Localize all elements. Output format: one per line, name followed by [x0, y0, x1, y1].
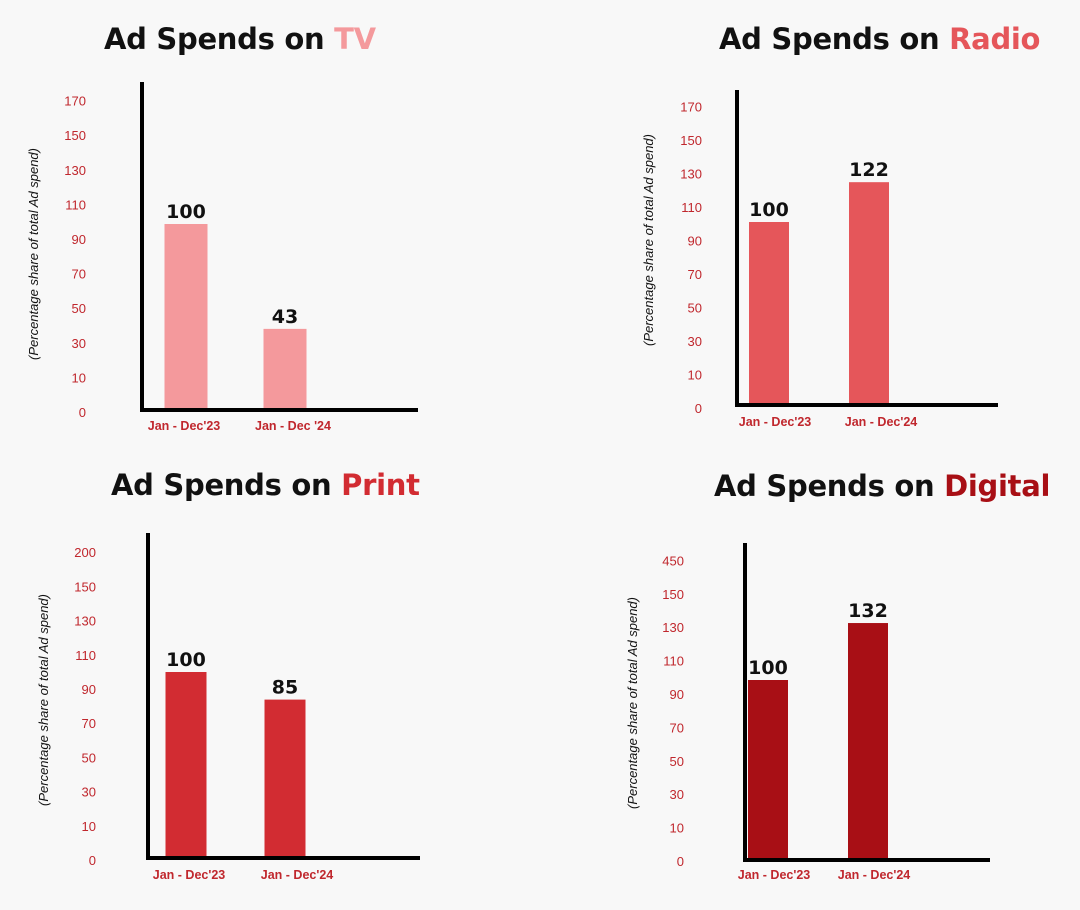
y-tick-label: 50 [688, 301, 702, 316]
chart-panel-print: Ad Spends on Print (Percentage share of … [0, 455, 540, 910]
y-tick-label: 90 [688, 234, 702, 249]
chart-panel-radio: Ad Spends on Radio (Percentage share of … [540, 0, 1080, 455]
y-tick-label: 70 [82, 716, 96, 731]
bar [749, 222, 789, 403]
y-tick-label: 30 [72, 336, 86, 351]
chart-title-prefix: Ad Spends on [104, 22, 325, 56]
x-tick-label: Jan - Dec'24 [261, 868, 334, 882]
y-tick-label: 150 [64, 128, 86, 143]
y-tick-label: 0 [677, 854, 684, 869]
bar-chart-digital: (Percentage share of total Ad spend) 0 10 3… [625, 543, 990, 882]
bar [264, 699, 306, 856]
y-axis-label: (Percentage share of total Ad spend) [26, 148, 41, 360]
y-tick-label: 90 [82, 682, 96, 697]
data-label: 85 [272, 677, 298, 699]
bar [748, 680, 788, 858]
y-tick-label: 70 [688, 267, 702, 282]
x-tick-label: Jan - Dec'23 [148, 419, 221, 433]
x-tick-label: Jan - Dec'23 [153, 868, 226, 882]
chart-title-highlight: Digital [944, 469, 1051, 503]
y-tick-label: 0 [695, 401, 702, 416]
x-tick-label: Jan - Dec '24 [255, 419, 331, 433]
y-tick-label: 30 [82, 785, 96, 800]
chart-title: Ad Spends on Print [111, 468, 420, 502]
bar [849, 182, 889, 403]
x-tick-label: Jan - Dec'24 [838, 868, 911, 882]
y-tick-label: 150 [74, 579, 96, 594]
y-tick-label: 0 [79, 405, 86, 420]
y-axis-label: (Percentage share of total Ad spend) [625, 597, 640, 809]
data-label: 122 [849, 159, 889, 181]
y-axis-label: (Percentage share of total Ad spend) [36, 594, 51, 806]
data-label: 43 [272, 306, 298, 328]
y-tick-label: 150 [680, 133, 702, 148]
y-tick-label: 200 [74, 545, 96, 560]
bar [164, 224, 208, 408]
y-tick-label: 450 [662, 553, 684, 568]
bar-chart-print: (Percentage share of total Ad spend) 0 10 3… [36, 533, 420, 882]
y-tick-label: 130 [74, 614, 96, 629]
chart-title-prefix: Ad Spends on [719, 22, 940, 56]
chart-panel-tv: Ad Spends on TV (Percentage share of tot… [0, 0, 540, 455]
y-tick-label: 110 [663, 654, 684, 669]
y-tick-label: 110 [75, 648, 96, 663]
bar-chart-radio: (Percentage share of total Ad spend) 0 10 3… [641, 90, 998, 429]
y-tick-label: 50 [82, 750, 96, 765]
y-tick-label: 70 [670, 720, 684, 735]
chart-title-prefix: Ad Spends on [111, 468, 332, 502]
y-axis-label: (Percentage share of total Ad spend) [641, 134, 656, 346]
chart-title-highlight: Print [341, 468, 420, 502]
y-tick-label: 90 [670, 687, 684, 702]
y-tick-label: 50 [670, 754, 684, 769]
chart-title: Ad Spends on Radio [719, 22, 1040, 56]
x-tick-label: Jan - Dec'24 [845, 415, 918, 429]
y-tick-label: 0 [89, 853, 96, 868]
y-tick-label: 170 [64, 94, 86, 109]
chart-title: Ad Spends on TV [104, 22, 376, 56]
data-label: 100 [749, 199, 789, 221]
y-tick-label: 110 [681, 200, 702, 215]
y-tick-label: 50 [72, 301, 86, 316]
y-tick-label: 150 [662, 587, 684, 602]
chart-title-highlight: TV [334, 22, 376, 56]
x-tick-label: Jan - Dec'23 [739, 415, 812, 429]
y-tick-label: 130 [680, 167, 702, 182]
data-label: 100 [166, 201, 206, 223]
y-tick-label: 170 [680, 100, 702, 115]
y-tick-label: 30 [670, 787, 684, 802]
y-tick-label: 130 [64, 163, 86, 178]
y-tick-label: 70 [72, 267, 86, 282]
y-tick-label: 10 [670, 821, 684, 836]
y-tick-label: 30 [688, 334, 702, 349]
y-tick-label: 10 [82, 819, 96, 834]
bar [263, 328, 307, 408]
data-label: 132 [848, 600, 888, 622]
chart-title-highlight: Radio [949, 22, 1041, 56]
y-tick-label: 90 [72, 232, 86, 247]
chart-title: Ad Spends on Digital [714, 469, 1050, 503]
x-tick-label: Jan - Dec'23 [738, 868, 811, 882]
bar-chart-tv: (Percentage share of total Ad spend) 0 10 3… [26, 82, 418, 433]
bar [848, 623, 888, 858]
y-tick-label: 10 [688, 368, 702, 383]
y-tick-label: 130 [662, 620, 684, 635]
chart-panel-digital: Ad Spends on Digital (Percentage share o… [540, 455, 1080, 910]
data-label: 100 [166, 649, 206, 671]
bar [165, 672, 207, 856]
y-tick-label: 10 [72, 370, 86, 385]
y-tick-label: 110 [65, 197, 86, 212]
data-label: 100 [748, 657, 788, 679]
chart-title-prefix: Ad Spends on [714, 469, 935, 503]
